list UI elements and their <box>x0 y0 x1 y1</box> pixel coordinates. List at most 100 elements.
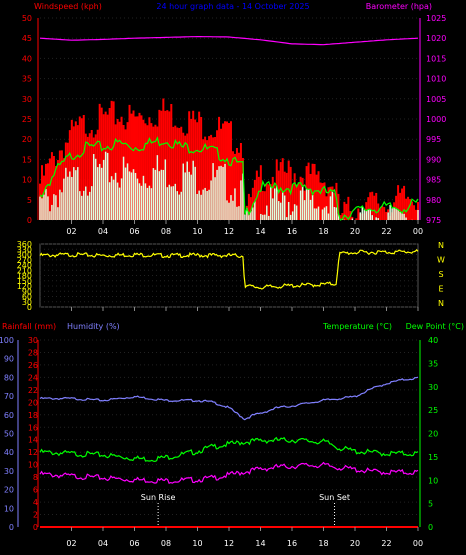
humidity-tick-label: 10 <box>4 504 14 513</box>
humidity-tick-label: 90 <box>4 355 14 364</box>
barometer-line <box>39 35 419 46</box>
barometer-tick-label: 1005 <box>426 95 446 104</box>
temp-x-tick-label: 12 <box>224 539 234 548</box>
barometer-tick-label: 1025 <box>426 14 446 23</box>
wind-x-tick-label: 22 <box>381 227 391 236</box>
humidity-tick-label: 60 <box>4 411 14 420</box>
wind-x-tick-label: 18 <box>318 227 328 236</box>
temp-x-tick-label: 02 <box>66 539 76 548</box>
wind-x-tick-label: 00 <box>413 227 423 236</box>
compass-label: S <box>438 270 443 279</box>
humidity-tick-label: 70 <box>4 392 14 401</box>
rainfall-tick-label: 24 <box>28 373 38 382</box>
temperature-line <box>39 436 419 463</box>
barometer-tick-label: 980 <box>426 196 441 205</box>
barometer-tick-label: 1020 <box>426 34 446 43</box>
barometer-tick-label: 985 <box>426 176 441 185</box>
dewpoint-axis-label: Dew Point (°C) <box>406 322 464 331</box>
rainfall-tick-label: 0 <box>33 523 38 532</box>
temp-x-tick-label: 20 <box>350 539 360 548</box>
wind-tick-label: 0 <box>27 216 32 225</box>
direction-tick-label: 30 <box>22 298 32 307</box>
rainfall-axis-label: Rainfall (mm) <box>2 322 56 331</box>
sun-event-label: Sun Set <box>319 493 350 502</box>
graph-title: 24 hour graph data - 14 October 2025 <box>156 2 309 11</box>
wind-tick-label: 25 <box>22 115 32 124</box>
compass-label: N <box>438 241 444 250</box>
humidity-line <box>39 376 419 421</box>
rainfall-tick-label: 26 <box>28 361 38 370</box>
wind-x-tick-label: 08 <box>161 227 171 236</box>
direction-tick-label: 330 <box>17 245 32 254</box>
humidity-tick-label: 40 <box>4 448 14 457</box>
temp-x-tick-label: 04 <box>98 539 108 548</box>
wind-x-tick-label: 14 <box>255 227 265 236</box>
wind-tick-label: 30 <box>22 95 32 104</box>
rainfall-tick-label: 2 <box>33 511 38 520</box>
wind-tick-label: 50 <box>22 14 32 23</box>
humidity-tick-label: 50 <box>4 430 14 439</box>
temperature-tick-label: 15 <box>428 453 438 462</box>
wind-tick-label: 40 <box>22 54 32 63</box>
rainfall-tick-label: 4 <box>33 498 38 507</box>
sun-event-label: Sun Rise <box>141 493 176 502</box>
temp-x-tick-label: 16 <box>287 539 297 548</box>
rainfall-tick-label: 22 <box>28 386 38 395</box>
wind-x-tick-label: 10 <box>192 227 202 236</box>
rainfall-tick-label: 14 <box>28 436 38 445</box>
direction-tick-label: 90 <box>22 287 32 296</box>
direction-tick-label: 300 <box>17 251 32 260</box>
temperature-axis-label: Temperature (°C) <box>322 322 392 331</box>
dewpoint-line <box>39 461 419 484</box>
barometer-tick-label: 995 <box>426 135 441 144</box>
humidity-tick-label: 0 <box>9 523 14 532</box>
barometer-tick-label: 975 <box>426 216 441 225</box>
rainfall-tick-label: 30 <box>28 336 38 345</box>
wind-tick-label: 10 <box>22 176 32 185</box>
wind-average-line <box>39 136 419 221</box>
humidity-tick-label: 100 <box>0 336 14 345</box>
barometer-tick-label: 990 <box>426 155 441 164</box>
barometer-tick-label: 1015 <box>426 54 446 63</box>
direction-tick-label: 0 <box>27 303 32 312</box>
compass-label: N <box>438 299 444 308</box>
temp-x-tick-label: 06 <box>129 539 139 548</box>
humidity-axis-label: Humidity (%) <box>67 322 120 331</box>
temp-x-tick-label: 22 <box>381 539 391 548</box>
wind-tick-label: 15 <box>22 155 32 164</box>
temperature-tick-label: 20 <box>428 430 438 439</box>
temperature-tick-label: 30 <box>428 383 438 392</box>
temperature-tick-label: 25 <box>428 406 438 415</box>
temp-x-tick-label: 00 <box>413 539 423 548</box>
rainfall-tick-label: 20 <box>28 398 38 407</box>
barometer-tick-label: 1010 <box>426 75 446 84</box>
barometer-axis-label: Barometer (hpa) <box>366 2 432 11</box>
wind-tick-label: 20 <box>22 135 32 144</box>
wind-x-tick-label: 04 <box>98 227 108 236</box>
barometer-tick-label: 1000 <box>426 115 446 124</box>
windspeed-axis-label: Windspeed (kph) <box>34 2 102 11</box>
temperature-tick-label: 40 <box>428 336 438 345</box>
direction-tick-label: 270 <box>17 256 32 265</box>
rainfall-tick-label: 16 <box>28 423 38 432</box>
humidity-tick-label: 30 <box>4 467 14 476</box>
wind-x-tick-label: 16 <box>287 227 297 236</box>
temperature-tick-label: 0 <box>428 523 433 532</box>
rainfall-tick-label: 10 <box>28 461 38 470</box>
direction-tick-label: 240 <box>17 261 32 270</box>
temperature-tick-label: 35 <box>428 359 438 368</box>
rainfall-tick-label: 28 <box>28 348 38 357</box>
wind-x-tick-label: 06 <box>129 227 139 236</box>
temperature-tick-label: 10 <box>428 476 438 485</box>
rainfall-tick-label: 6 <box>33 486 38 495</box>
temp-x-tick-label: 14 <box>255 539 265 548</box>
compass-label: E <box>438 285 443 294</box>
humidity-tick-label: 80 <box>4 373 14 382</box>
temp-x-tick-label: 10 <box>192 539 202 548</box>
direction-tick-label: 360 <box>17 240 32 249</box>
wind-tick-label: 5 <box>27 196 32 205</box>
wind-x-tick-label: 02 <box>66 227 76 236</box>
wind-x-tick-label: 12 <box>224 227 234 236</box>
